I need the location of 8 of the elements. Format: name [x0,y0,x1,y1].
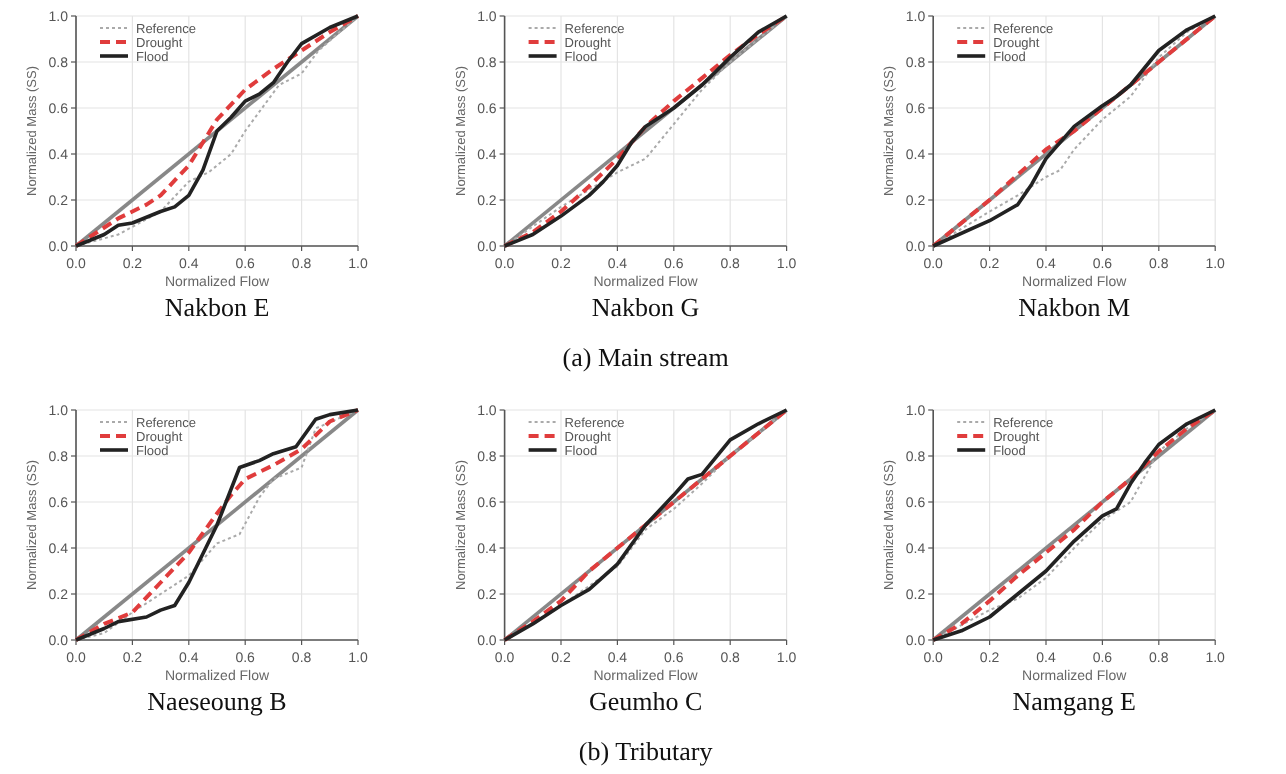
text: Nakbon E [164,292,270,322]
text: (a) Main stream [562,342,729,372]
text: Nakbon M [1018,292,1132,322]
text: Naeseoung B [147,686,288,716]
text: Nakbon G [591,292,700,322]
text: (b) Tributary [578,736,714,766]
text: Namgang E [1012,686,1137,716]
text: Geumho C [588,686,703,716]
